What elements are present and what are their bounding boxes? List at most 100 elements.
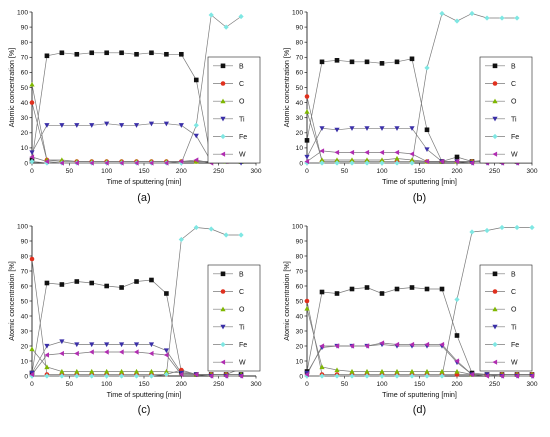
chart-panel: 0 50 100 150 200 250 300 0 10 20 30 40 50 60 70 80 90 100…	[7, 223, 262, 416]
x-tick-label: 100	[101, 168, 112, 175]
data-point-Fe	[454, 18, 460, 24]
legend-label-C: C	[239, 81, 244, 88]
legend-box	[207, 56, 261, 164]
data-point-Ti	[74, 123, 80, 128]
data-point-O	[349, 157, 355, 163]
data-point-Fe	[238, 13, 244, 20]
data-point-Fe	[208, 226, 214, 232]
data-point-W	[409, 151, 415, 157]
series-line-Fe	[307, 227, 532, 377]
legend-label-B: B	[239, 63, 244, 70]
data-point-C	[29, 256, 35, 262]
data-point-O	[439, 368, 445, 374]
legend-label-W: W	[239, 360, 246, 367]
legend-label-Fe: Fe	[239, 342, 247, 349]
data-point-W	[104, 160, 109, 166]
legend-marker-B	[492, 63, 498, 69]
data-point-Ti	[424, 147, 430, 153]
legend-marker-W	[220, 359, 226, 365]
data-point-Fe	[364, 160, 370, 166]
data-point-O	[409, 368, 415, 374]
data-point-Fe	[163, 371, 169, 378]
series-points-Fe	[304, 224, 535, 379]
legend-label-W: W	[511, 360, 518, 367]
legend-marker-B	[220, 271, 226, 277]
data-point-W	[334, 149, 340, 156]
x-axis-label: Time of sputtering [min]	[107, 390, 182, 399]
y-axis-label: Atomic concentration [%]	[7, 261, 16, 341]
y-tick-label: 30	[21, 328, 29, 335]
data-point-W	[163, 160, 169, 166]
legend-label-O: O	[239, 99, 245, 106]
data-point-W	[44, 352, 50, 358]
x-tick-label: 0	[30, 168, 34, 175]
legend-marker-C	[220, 289, 226, 294]
data-point-Ti	[178, 123, 184, 128]
data-point-Fe	[499, 15, 505, 21]
legend-marker-Fe	[220, 133, 226, 140]
data-point-Fe	[469, 10, 475, 17]
legend-box	[479, 56, 533, 164]
data-point-B	[454, 154, 460, 160]
data-point-Ti	[119, 123, 125, 128]
y-tick-label: 50	[296, 298, 304, 305]
legend-label-C: C	[511, 81, 516, 88]
series-points-W	[29, 349, 244, 379]
data-point-O	[379, 368, 385, 374]
data-point-Ti	[59, 339, 65, 345]
data-point-B	[164, 291, 169, 296]
legend-marker-C	[220, 81, 226, 86]
data-point-O	[394, 368, 400, 374]
legend-label-C: C	[239, 289, 244, 296]
data-point-B	[164, 51, 169, 57]
x-tick-label: 300	[250, 381, 261, 388]
legend-label-Fe: Fe	[511, 134, 519, 141]
legend: B C O Ti Fe W	[207, 56, 261, 164]
data-point-W	[89, 349, 94, 355]
legend-marker-Ti	[220, 324, 226, 330]
data-point-B	[119, 285, 124, 290]
data-point-W	[469, 160, 475, 166]
x-tick-label: 150	[414, 168, 425, 175]
y-tick-label: 60	[21, 283, 29, 290]
legend-label-Ti: Ti	[239, 116, 245, 123]
data-point-Fe	[133, 373, 140, 379]
legend-label-O: O	[511, 307, 517, 314]
data-point-W	[148, 160, 154, 166]
y-tick-label: 0	[24, 160, 28, 167]
x-axis-label: Time of sputtering [min]	[107, 177, 182, 186]
data-point-B	[104, 50, 109, 56]
y-axis-label: Atomic concentration [%]	[7, 48, 16, 128]
legend-label-Ti: Ti	[511, 324, 517, 331]
legend-label-C: C	[511, 289, 516, 296]
data-point-W	[44, 158, 50, 165]
data-point-Fe	[529, 224, 535, 231]
y-tick-label: 40	[21, 313, 29, 320]
data-point-W	[223, 373, 229, 379]
data-point-Fe	[74, 373, 80, 379]
data-point-B	[44, 280, 50, 286]
data-point-B	[59, 282, 65, 287]
data-point-B	[89, 280, 95, 286]
data-point-Fe	[29, 158, 35, 165]
data-point-Ti	[394, 126, 400, 131]
x-tick-label: 50	[66, 168, 74, 175]
y-tick-label: 100	[17, 223, 28, 230]
data-point-Fe	[439, 10, 445, 17]
legend-box	[207, 264, 261, 372]
legend-label-W: W	[239, 152, 246, 159]
x-tick-label: 150	[138, 168, 149, 175]
data-point-Ti	[193, 133, 199, 139]
panel-label: (a)	[137, 192, 150, 204]
x-tick-label: 200	[176, 168, 187, 175]
data-point-O	[74, 368, 80, 374]
data-point-Ti	[409, 126, 415, 131]
data-point-W	[119, 349, 124, 355]
x-tick-label: 250	[213, 168, 224, 175]
data-point-O	[349, 368, 355, 374]
data-point-B	[349, 286, 355, 292]
data-point-B	[454, 333, 460, 338]
x-tick-label: 200	[176, 381, 187, 388]
data-point-W	[514, 373, 520, 379]
